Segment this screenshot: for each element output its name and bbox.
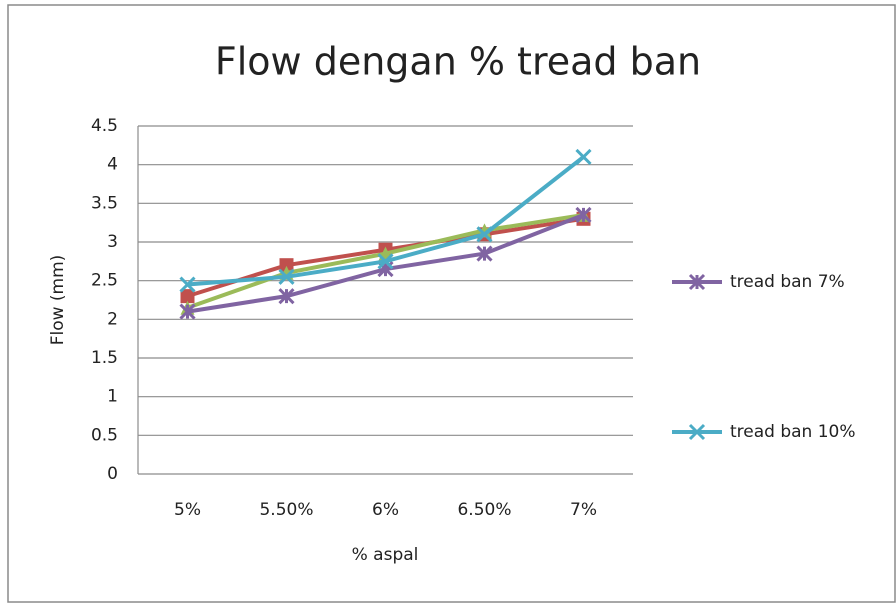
x-tick-label: 6%	[372, 500, 399, 520]
data-point	[278, 288, 295, 305]
y-tick-label: 0.5	[91, 425, 118, 445]
data-point	[179, 303, 196, 320]
y-tick-label: 3	[107, 232, 118, 252]
y-tick-label: 4	[107, 155, 118, 175]
data-point	[688, 423, 706, 441]
data-point	[179, 276, 196, 293]
data-point	[279, 258, 294, 273]
y-tick-label: 2	[107, 309, 118, 329]
legend-label: tread ban 7%	[730, 272, 845, 292]
y-axis-label: Flow (mm)	[48, 255, 68, 346]
chart-border	[7, 4, 896, 603]
data-point	[180, 289, 195, 304]
x-tick-label: 6.50%	[457, 500, 511, 520]
data-point	[278, 268, 295, 285]
y-tick-label: 4.5	[91, 116, 118, 136]
y-tick-label: 1	[107, 387, 118, 407]
x-tick-label: 7%	[570, 500, 597, 520]
y-tick-label: 0	[107, 464, 118, 484]
data-point	[688, 273, 706, 291]
legend-label: tread ban 10%	[730, 422, 856, 442]
data-point	[377, 253, 394, 270]
data-point	[575, 148, 592, 165]
data-point	[575, 206, 592, 223]
y-tick-label: 1.5	[91, 348, 118, 368]
data-point	[476, 226, 493, 243]
x-tick-label: 5%	[174, 500, 201, 520]
data-point	[476, 245, 493, 262]
chart-title: Flow dengan % tread ban	[215, 40, 701, 84]
x-axis-label: % aspal	[352, 545, 419, 565]
y-tick-label: 3.5	[91, 193, 118, 213]
x-tick-label: 5.50%	[259, 500, 313, 520]
y-tick-label: 2.5	[91, 271, 118, 291]
